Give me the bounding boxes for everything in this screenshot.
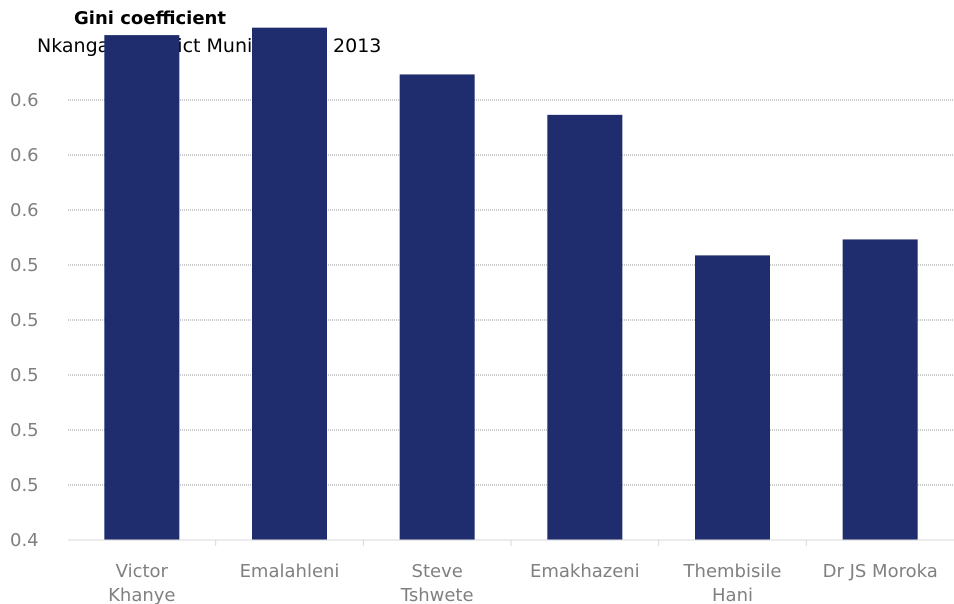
y-tick-label: 0.5 — [10, 475, 39, 496]
y-tick-label: 0.5 — [10, 255, 39, 276]
bar — [104, 35, 180, 540]
x-tick-label: Emalahleni — [240, 561, 340, 582]
y-tick-label: 0.5 — [10, 310, 39, 331]
bar — [695, 255, 770, 540]
x-tick-label: Hani — [712, 585, 753, 604]
x-tick-label: Khanye — [108, 585, 175, 604]
chart-title: Gini coefficient — [74, 8, 226, 29]
y-tick-label: 0.6 — [10, 200, 39, 221]
bar — [842, 239, 918, 541]
x-tick-label: Thembisile — [683, 561, 782, 582]
y-tick-label: 0.5 — [10, 420, 39, 441]
bar — [547, 114, 623, 540]
x-tick-label: Victor — [116, 561, 169, 582]
x-tick-label: Dr JS Moroka — [823, 561, 938, 582]
x-tick-label: Emakhazeni — [530, 561, 640, 582]
y-tick-label: 0.4 — [10, 530, 39, 551]
x-tick-label: Tshwete — [400, 585, 474, 604]
x-tick-label: Steve — [412, 561, 463, 582]
y-tick-label: 0.6 — [10, 90, 39, 111]
y-tick-label: 0.6 — [10, 145, 39, 166]
bar — [399, 74, 475, 541]
bar — [252, 27, 327, 541]
y-tick-label: 0.5 — [10, 365, 39, 386]
